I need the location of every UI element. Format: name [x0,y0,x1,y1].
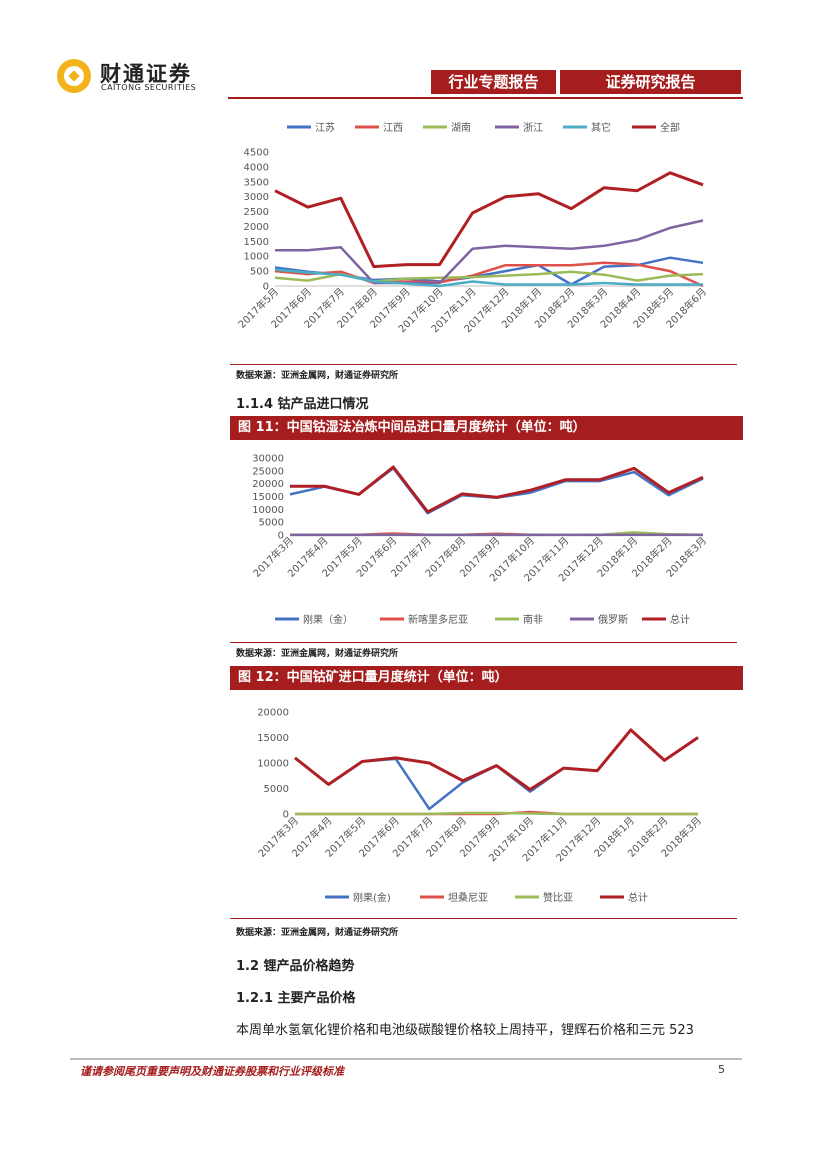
legend-label: 刚果(金) [353,891,391,904]
legend-label: 江西 [383,122,403,134]
section-heading-1-1-4: 1.1.4 钴产品进口情况 [236,397,369,412]
legend-label: 俄罗斯 [598,613,628,626]
logo-cn-text: 财通证券 [100,62,192,86]
rule-chart1 [230,364,737,365]
rule-chart3 [230,918,737,919]
source-note-3: 数据来源：亚洲金属网，财通证券研究所 [236,928,399,938]
footer-rule [70,1058,742,1060]
y-tick-label: 0 [283,810,289,821]
logo-en-text: CAITONG SECURITIES [101,83,197,92]
source-note-1: 数据来源：亚洲金属网，财通证券研究所 [236,371,399,381]
logo-emblem-icon [57,59,91,93]
chart-figure-12: 200001500010000500002017年3月2017年4月2017年5… [255,708,704,905]
y-tick-label: 10000 [257,759,289,770]
y-tick-label: 4500 [244,148,269,159]
rule-chart2 [230,642,737,643]
legend-label: 江苏 [315,121,335,134]
y-tick-label: 2000 [244,222,269,233]
chart-lithium-by-province: 4500400035003000250020001500100050002017… [235,121,709,335]
y-tick-label: 25000 [252,466,284,477]
section-heading-1-2: 1.2 锂产品价格趋势 [236,959,355,974]
legend-label: 湖南 [451,121,471,134]
y-tick-label: 1000 [244,252,269,263]
y-tick-label: 30000 [252,454,284,465]
legend-label: 坦桑尼亚 [448,891,488,904]
series-line [294,728,699,811]
y-tick-label: 4000 [244,162,269,173]
series-line [274,268,703,288]
y-tick-label: 1500 [244,237,269,248]
series-line [294,728,699,791]
page-number: 5 [718,1063,725,1076]
series-line [274,261,704,288]
header-rule [228,97,743,99]
y-tick-label: 0 [263,282,269,293]
y-tick-label: 20000 [252,479,284,490]
legend-label: 总计 [628,891,648,904]
y-tick-label: 2500 [244,207,269,218]
series-line [289,467,704,515]
legend-label: 赞比亚 [543,891,573,904]
figure-11-title: 图 11：中国钴湿法冶炼中间品进口量月度统计（单位：吨） [230,416,743,440]
series-line [295,811,698,816]
y-tick-label: 15000 [257,733,289,744]
logo: 财通证券 CAITONG SECURITIES [55,57,215,97]
y-tick-label: 3000 [244,192,269,203]
series-line [275,219,704,285]
chart-figure-11: 3000025000200001500010000500002017年3月201… [250,454,709,627]
legend-label: 其它 [591,121,611,134]
section-heading-1-2-1: 1.2.1 主要产品价格 [236,991,356,1006]
legend-label: 浙江 [523,122,543,134]
legend-label: 新喀里多尼亚 [408,613,468,626]
series-line [290,465,704,514]
header-tag-research: 证券研究报告 [560,70,741,94]
legend-label: 全部 [660,121,680,134]
figure-12-title: 图 12：中国钴矿进口量月度统计（单位：吨） [230,666,743,690]
source-note-2: 数据来源：亚洲金属网，财通证券研究所 [236,649,399,659]
y-tick-label: 10000 [252,505,284,516]
y-tick-label: 0 [278,531,284,542]
footer-disclaimer: 谨请参阅尾页重要声明及财通证券股票和行业评级标准 [80,1065,344,1078]
header-tag-industry: 行业专题报告 [431,70,556,94]
legend-label: 南非 [523,613,543,626]
y-tick-label: 5000 [259,518,284,529]
y-tick-label: 5000 [264,784,289,795]
series-line [274,171,704,269]
body-paragraph: 本周单水氢氧化锂价格和电池级碳酸锂价格较上周持平，锂辉石价格和三元 523 [236,1023,694,1038]
y-tick-label: 3500 [244,177,269,188]
y-tick-label: 15000 [252,492,284,503]
legend-label: 刚果（金） [303,613,353,626]
y-tick-label: 500 [250,267,269,278]
y-tick-label: 20000 [257,708,289,719]
legend-label: 总计 [670,613,690,626]
